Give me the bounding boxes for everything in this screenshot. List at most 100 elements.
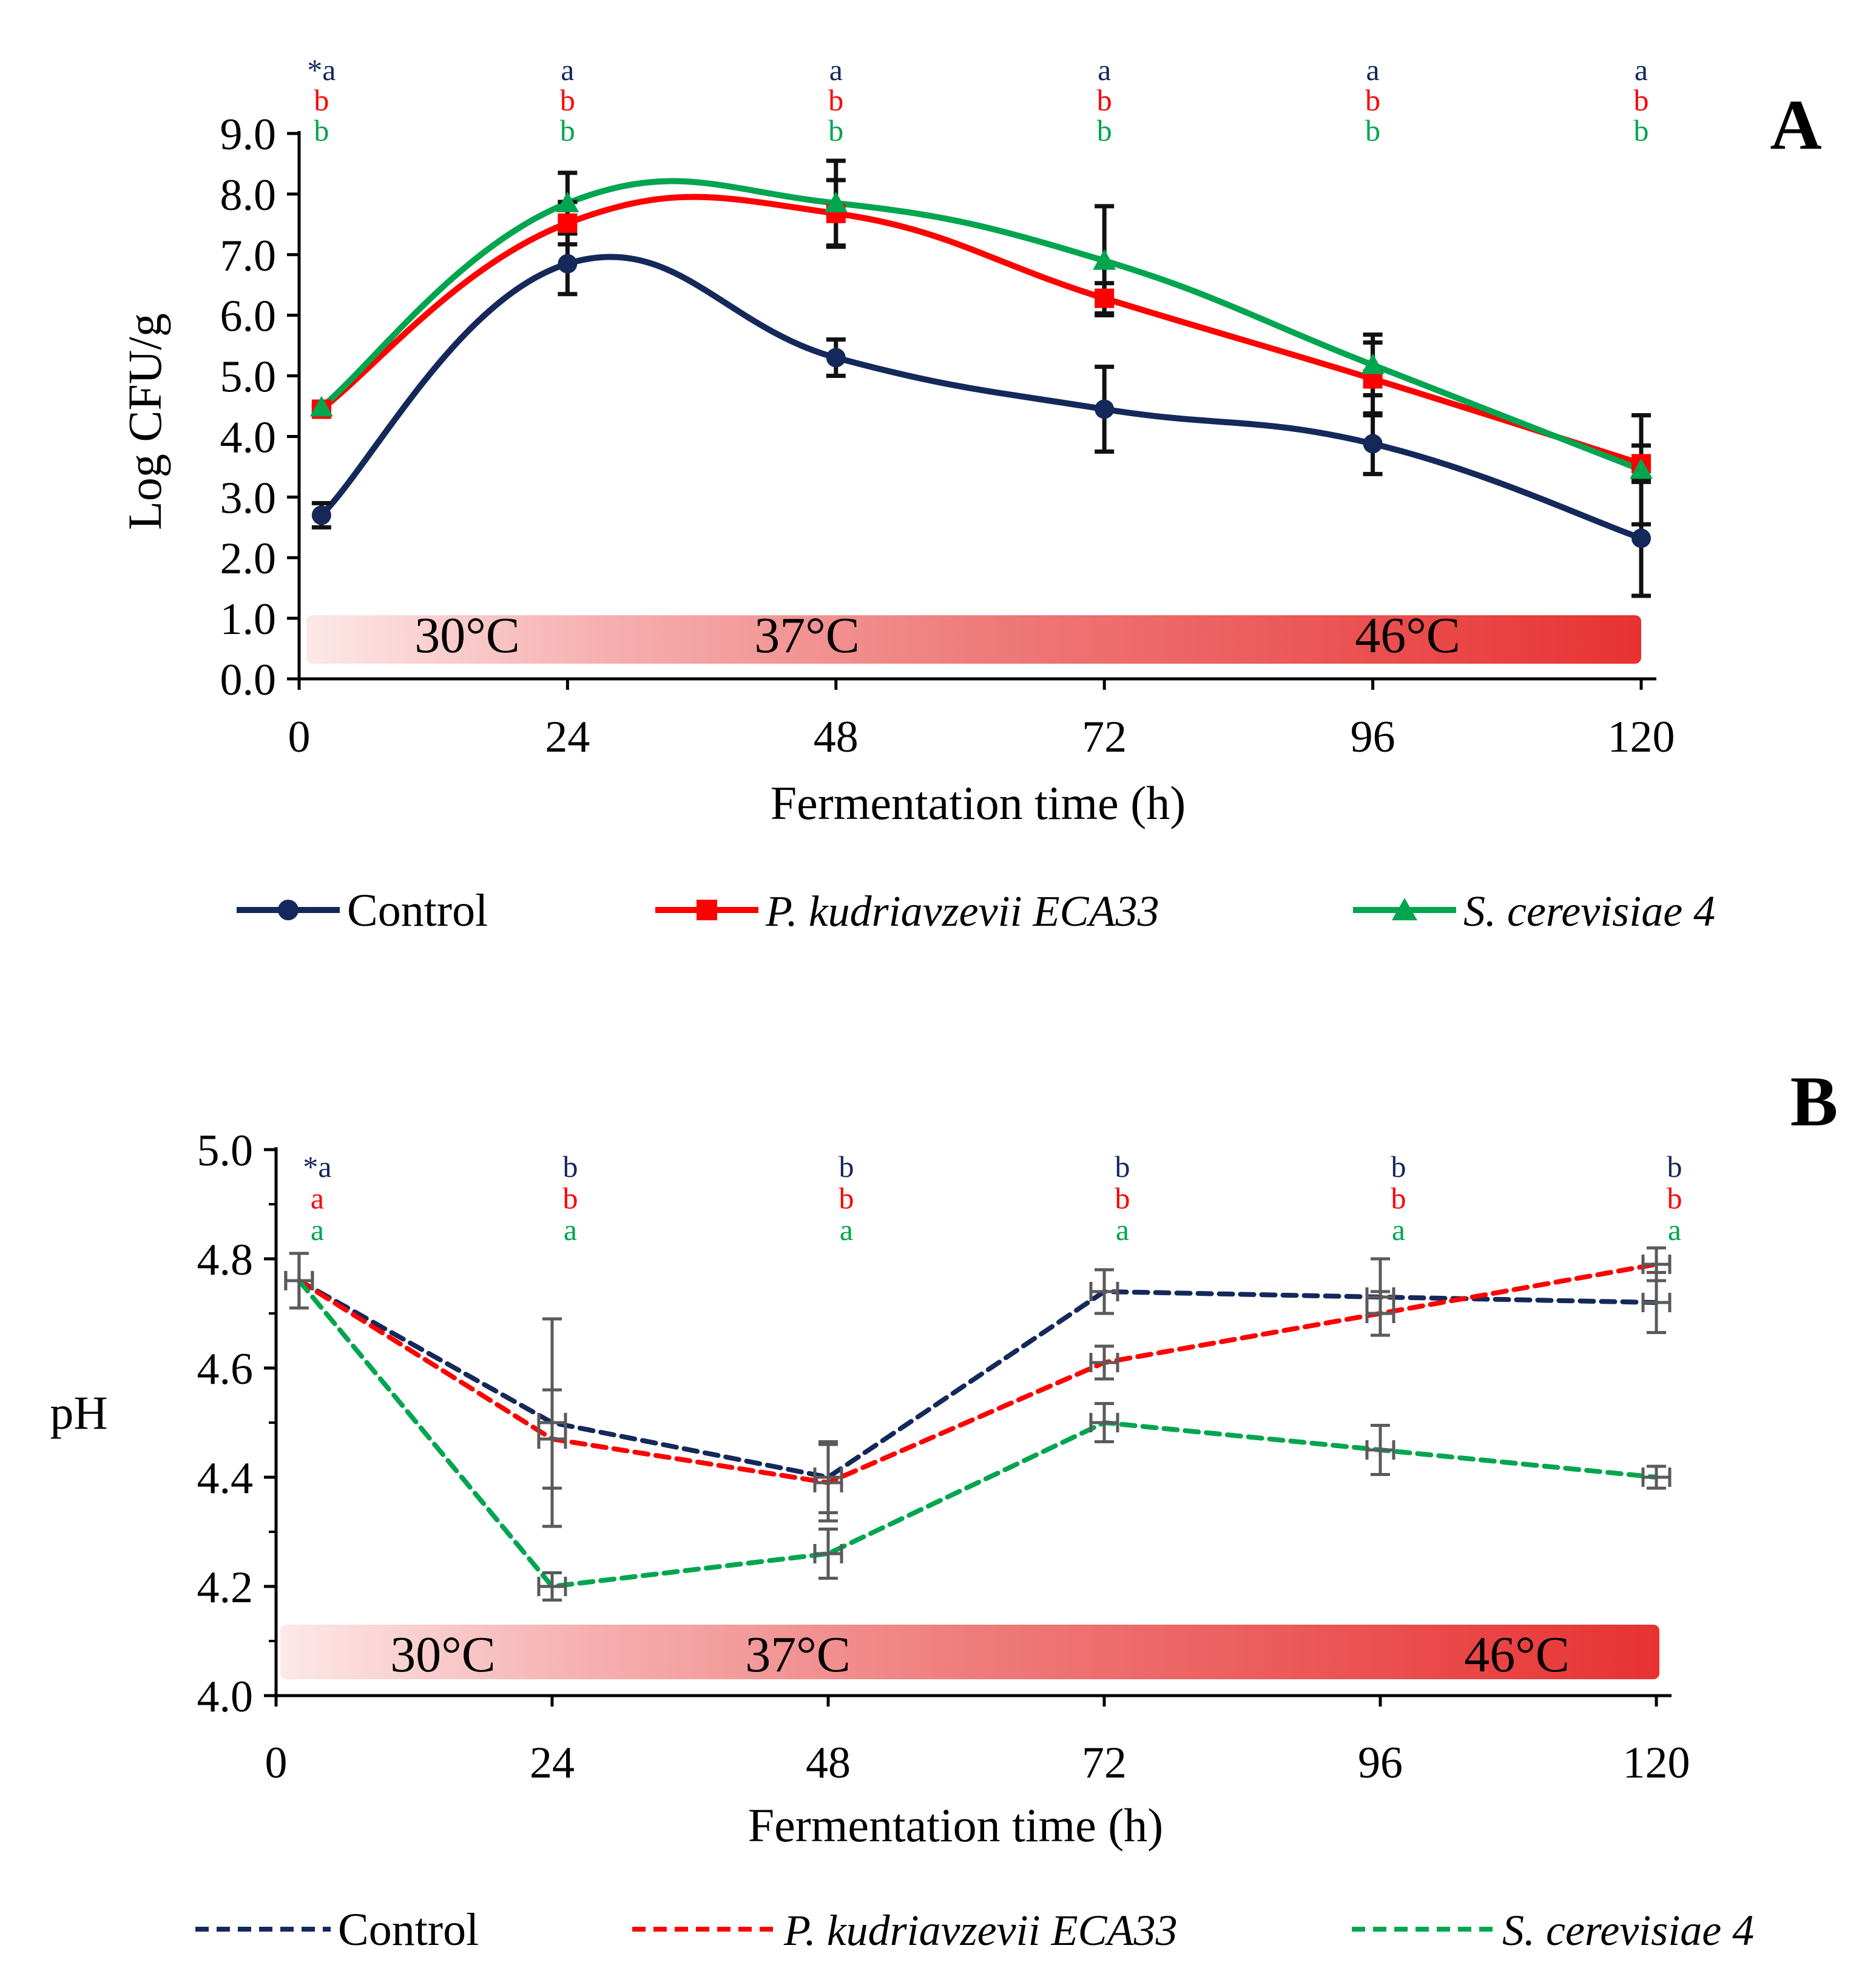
legend-item-control: Control: [195, 1904, 479, 1955]
y-tick-label: 6.0: [220, 292, 277, 342]
significance-letter: a: [1366, 53, 1379, 87]
x-tick-label: 120: [1608, 712, 1675, 762]
data-point-s-cerevisiae: [1630, 458, 1653, 479]
y-tick-label: 4.6: [197, 1344, 254, 1394]
panel-b: B 30°C 37°C 46°C 4.0 4.2 4.4 4.6 4.8 5.0 0 24 48…: [50, 1062, 1838, 1852]
significance-letter: a: [311, 1181, 324, 1215]
temperature-label: 37°C: [754, 607, 860, 664]
y-tick-label: 3.0: [220, 473, 277, 523]
y-tick-label: 1.0: [220, 595, 277, 644]
series-line-p-kudriavzevii: [296, 1262, 1659, 1485]
legend-marker: [1392, 898, 1417, 920]
temperature-label: 30°C: [390, 1626, 496, 1683]
temperature-band: [306, 615, 1641, 664]
legend-item-s-cerevisiae: S. cerevisiae 4: [1353, 887, 1715, 935]
significance-letter: a: [1392, 1213, 1405, 1247]
data-point-s-cerevisiae: [309, 396, 333, 417]
x-tick-label: 48: [814, 712, 859, 762]
significance-letter: b: [563, 1181, 578, 1215]
y-tick-label: 0.0: [220, 655, 277, 705]
data-point-control: [1095, 399, 1115, 419]
significance-letter: b: [828, 113, 843, 147]
x-axis-label: Fermentation time (h): [748, 1799, 1163, 1852]
y-tick-label: 4.0: [220, 413, 277, 462]
y-tick-label: 5.0: [197, 1126, 254, 1176]
significance-letter: b: [1634, 83, 1649, 117]
temperature-label: 46°C: [1464, 1626, 1570, 1683]
x-tick-label: 48: [806, 1738, 851, 1788]
x-axis-label: Fermentation time (h): [771, 777, 1186, 829]
significance-letter: a: [564, 1213, 577, 1247]
significance-letter: b: [1097, 113, 1112, 147]
x-tick-label: 24: [545, 712, 590, 762]
significance-letter: b: [314, 113, 329, 147]
error-bars: [284, 1246, 1672, 1602]
significance-letter: a: [311, 1213, 324, 1247]
data-point-control: [311, 505, 331, 525]
significance-letter: b: [1391, 1181, 1406, 1215]
x-tick-label: 72: [1082, 1738, 1127, 1788]
series-line-control: [318, 254, 1644, 542]
data-point-s-cerevisiae: [1093, 249, 1116, 270]
legend-a: Control P. kudriavzevii ECA33 S. cerevis…: [237, 885, 1715, 936]
significance-letter: b: [1365, 83, 1380, 117]
legend-label: S. cerevisiae 4: [1463, 887, 1715, 935]
significance-letter: a: [840, 1213, 853, 1247]
series-line-s-cerevisiae: [296, 1278, 1659, 1589]
data-point-control: [1631, 528, 1651, 548]
series-lines: [296, 1262, 1659, 1589]
legend-label: Control: [347, 885, 488, 936]
y-axis-label: pH: [50, 1386, 107, 1439]
significance-letter: a: [1635, 53, 1648, 87]
data-point-s-cerevisiae: [824, 191, 848, 212]
significance-letter: a: [829, 53, 843, 87]
panel-b-label: B: [1790, 1062, 1838, 1141]
significance-letter: *a: [307, 53, 336, 87]
significance-letter: a: [1668, 1213, 1681, 1247]
y-tick-label: 9.0: [220, 110, 277, 160]
significance-letter: b: [839, 1181, 854, 1215]
panel-a: A 30°C 37°C 46°C 0.0 1.0 2.0 3.0 4.0 5.0 6.0 7.…: [118, 53, 1822, 829]
significance-letter: a: [561, 53, 574, 87]
y-tick-label: 5.0: [220, 352, 277, 402]
panel-a-label: A: [1770, 85, 1821, 164]
significance-letter: b: [1115, 1181, 1130, 1215]
x-tick-label: 0: [265, 1738, 288, 1788]
significance-letter: b: [563, 1150, 578, 1184]
legend-b: Control P. kudriavzevii ECA33 S. cerevis…: [195, 1904, 1754, 1955]
x-tick-label: 24: [530, 1738, 575, 1788]
temperature-label: 30°C: [414, 607, 520, 664]
y-tick-label: 7.0: [220, 231, 277, 281]
x-tick-label: 72: [1082, 712, 1127, 762]
series-line-p-kudriavzevii: [318, 194, 1644, 467]
data-point-p-kudriavzevii: [558, 213, 578, 233]
x-tick-label: 96: [1351, 712, 1395, 762]
temperature-label: 46°C: [1355, 607, 1460, 664]
significance-letter: a: [1116, 1213, 1129, 1247]
legend-item-p-kudriavzevii: P. kudriavzevii ECA33: [655, 887, 1159, 935]
data-point-control: [558, 254, 578, 274]
data-point-control: [826, 348, 846, 368]
x-tick-label: 120: [1623, 1738, 1690, 1788]
data-point-p-kudriavzevii: [1095, 288, 1115, 308]
legend-marker: [278, 900, 299, 920]
y-axis-label: Log CFU/g: [118, 313, 171, 530]
data-point-s-cerevisiae: [556, 191, 579, 212]
legend-marker: [697, 900, 717, 920]
significance-letter: b: [1115, 1150, 1130, 1184]
significance-letter: *a: [303, 1150, 331, 1184]
significance-letter: b: [1097, 83, 1112, 117]
significance-letter: b: [839, 1150, 854, 1184]
y-tick-label: 4.4: [197, 1454, 254, 1503]
y-tick-label: 8.0: [220, 170, 277, 220]
x-tick-label: 96: [1358, 1738, 1403, 1788]
significance-letter: b: [828, 83, 843, 117]
axes: 0.0 1.0 2.0 3.0 4.0 5.0 6.0 7.0 8.0 9.0 0 24 48 72 96 1…: [220, 110, 1675, 762]
significance-letters: *a b b b b ba b b b b ba a a a a a: [303, 1150, 1682, 1247]
legend-item-p-kudriavzevii: P. kudriavzevii ECA33: [632, 1906, 1178, 1955]
legend-label: Control: [338, 1904, 479, 1955]
data-point-s-cerevisiae: [1361, 353, 1385, 374]
significance-letter: b: [314, 83, 329, 117]
significance-letter: b: [560, 83, 575, 117]
